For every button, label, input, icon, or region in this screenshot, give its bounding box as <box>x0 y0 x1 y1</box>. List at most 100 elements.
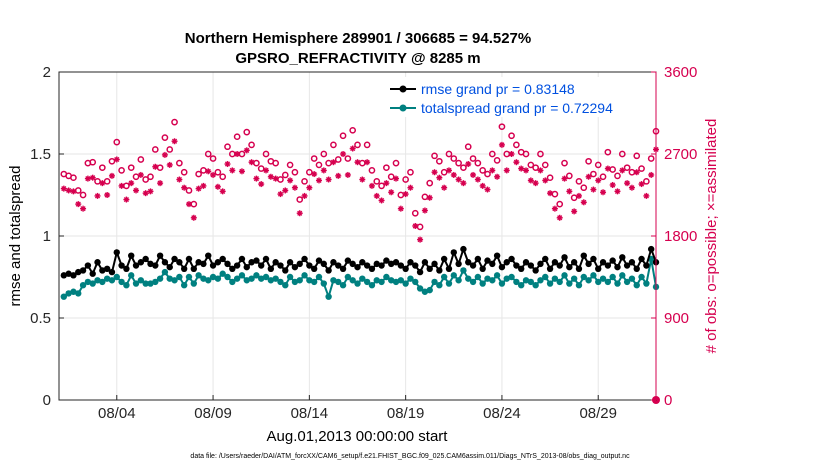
obs-assimilated-stroke <box>297 210 303 216</box>
obs-possible-point <box>142 176 150 183</box>
totalspread-point <box>392 278 400 286</box>
obs-assimilated-stroke <box>114 156 120 163</box>
rmse-point <box>431 260 438 268</box>
obs-possible-point <box>643 177 650 185</box>
rmse-point <box>566 263 573 271</box>
obs-assimilated-point <box>282 187 289 194</box>
obs-assimilated-point <box>306 184 313 191</box>
obs-possible-point <box>339 132 347 140</box>
totalspread-point <box>118 278 125 286</box>
totalspread-point <box>623 278 631 286</box>
rmse-point <box>628 259 636 266</box>
obs-assimilated-point <box>513 159 520 166</box>
obs-assimilated-stroke <box>61 186 67 192</box>
obs-assimilated-point <box>311 171 318 178</box>
legend-spread-label: totalspread grand pr = 0.72294 <box>421 100 613 116</box>
rmse-point <box>99 267 106 274</box>
obs-assimilated-point <box>320 167 327 174</box>
totalspread-point <box>229 278 236 286</box>
obs-assimilated-stroke <box>494 174 500 180</box>
rmse-point <box>310 265 318 272</box>
obs-assimilated-stroke <box>624 180 630 186</box>
rmse-point <box>609 257 616 264</box>
obs-assimilated-stroke <box>513 159 519 165</box>
obs-assimilated-stroke <box>378 197 385 204</box>
rmse-point <box>176 259 183 266</box>
rmse-point <box>388 260 395 268</box>
rmse-point <box>306 262 313 269</box>
obs-assimilated-stroke <box>364 159 370 165</box>
obs-assimilated-point <box>484 186 491 193</box>
x-tick-label: 08/14 <box>291 405 329 422</box>
totalspread-point <box>243 277 250 284</box>
obs-assimilated-point <box>272 175 279 182</box>
rmse-point <box>517 265 525 272</box>
totalspread-point <box>517 282 525 289</box>
obs-assimilated-stroke <box>571 208 577 214</box>
obs-possible-point <box>286 161 294 169</box>
obs-assimilated-stroke <box>143 190 149 196</box>
rmse-point <box>137 259 145 266</box>
obs-possible-point <box>594 161 602 169</box>
totalspread-point <box>282 282 289 289</box>
rmse-point <box>335 262 342 269</box>
rmse-point <box>344 257 352 264</box>
obs-assimilated-stroke <box>239 168 245 174</box>
totalspread-point <box>498 280 506 287</box>
rmse-point <box>513 262 520 269</box>
obs-assimilated-point <box>291 184 298 191</box>
totalspread-point <box>195 272 202 279</box>
obs-possible-point <box>358 159 366 167</box>
rmse-point <box>479 265 486 272</box>
totalspread-point <box>60 293 68 300</box>
totalspread-point <box>532 282 539 289</box>
obs-possible-point <box>551 190 559 198</box>
obs-assimilated-stroke <box>634 169 640 175</box>
totalspread-point <box>421 288 429 295</box>
obs-assimilated-stroke <box>224 161 231 167</box>
totalspread-point <box>320 280 327 287</box>
obs-assimilated-stroke <box>369 183 375 189</box>
obs-assimilated-stroke <box>383 180 389 186</box>
rmse-point <box>590 255 597 263</box>
obs-assimilated-stroke <box>191 215 197 221</box>
totalspread-point <box>465 275 472 282</box>
obs-assimilated-point <box>585 173 592 180</box>
x-tick-label: 08/04 <box>98 405 136 422</box>
totalspread-point <box>152 278 159 286</box>
obs-assimilated-point <box>421 207 428 214</box>
rmse-point <box>253 257 260 264</box>
obs-assimilated-point <box>287 177 294 184</box>
totalspread-point <box>542 273 549 281</box>
obs-possible-point <box>541 161 549 169</box>
obs-possible-point <box>334 156 342 163</box>
obs-assimilated-point <box>253 175 260 182</box>
obs-assimilated-point <box>75 201 82 208</box>
obs-assimilated-stroke <box>248 159 255 165</box>
rmse-point <box>214 259 222 266</box>
obs-assimilated-stroke <box>258 181 264 187</box>
totalspread-point <box>103 275 111 282</box>
totalspread-point <box>291 278 299 286</box>
rmse-point <box>647 245 655 253</box>
totalspread-point <box>132 280 140 287</box>
totalspread-point <box>233 275 241 282</box>
rmse-point <box>65 270 72 277</box>
obs-assimilated-stroke <box>138 172 144 178</box>
obs-possible-point <box>580 184 588 192</box>
obs-possible-point <box>195 170 202 178</box>
totalspread-point <box>330 277 337 284</box>
obs-assimilated-point <box>171 138 178 145</box>
obs-possible-point <box>508 132 515 140</box>
rmse-point <box>484 257 491 264</box>
obs-assimilated-point <box>600 189 607 196</box>
obs-possible-point <box>599 173 607 181</box>
obs-assimilated-point <box>465 161 472 168</box>
obs-assimilated-stroke <box>133 187 139 194</box>
y-right-tick-label: 900 <box>664 310 689 327</box>
rmse-point <box>402 265 409 272</box>
obs-assimilated-point <box>508 151 515 157</box>
obs-possible-point <box>200 167 207 174</box>
x-tick-label: 08/29 <box>579 405 617 422</box>
obs-possible-point <box>575 177 583 185</box>
